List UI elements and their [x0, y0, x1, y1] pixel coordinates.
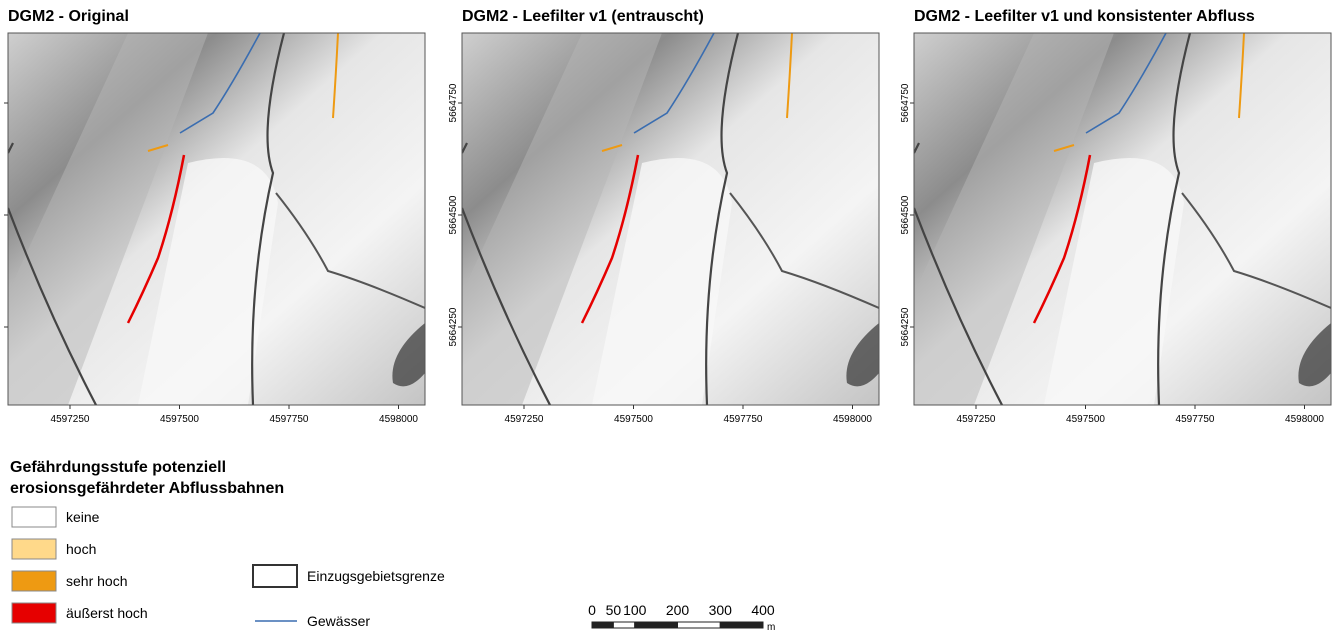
scale-label: 200 [666, 602, 690, 618]
flow-path-extreme [126, 154, 186, 324]
scale-label: 300 [709, 602, 733, 618]
class-swatch [11, 506, 57, 528]
y-tick-label: 5664750 [900, 83, 911, 122]
x-tick-label: 4597500 [614, 414, 653, 425]
y-tick-label: 5664750 [448, 83, 459, 122]
map-frame [461, 32, 880, 406]
scale-segment [612, 621, 636, 629]
x-tick-label: 4597250 [51, 414, 90, 425]
map: 4597250 4597500 4597750 4598000 [4, 32, 426, 425]
scale-segment [634, 621, 678, 629]
scale-label: 400 [751, 602, 775, 618]
x-tick-label: 4597500 [1066, 414, 1105, 425]
catchment-boundary [8, 33, 286, 405]
valley [914, 33, 1114, 405]
panel-title: DGM2 - Leefilter v1 und konsistenter Abf… [914, 8, 1255, 25]
class-swatch [11, 570, 57, 592]
legend-label: hoch [66, 541, 96, 557]
map: 4597250 4597500 4597750 4598000 5664750 56645… [900, 32, 1332, 425]
legend-label: Gewässer [307, 613, 370, 629]
catchment-boundary [914, 33, 1192, 405]
valley [8, 33, 208, 405]
stream [179, 33, 261, 134]
y-tick-label: 5664250 [900, 307, 911, 346]
map-frame [913, 32, 1332, 406]
road [1181, 192, 1331, 309]
map-content [914, 33, 1331, 405]
scale-label: 0 [588, 602, 596, 618]
stream [1085, 33, 1167, 134]
terrain-feature [1298, 323, 1331, 387]
legend-title: Gefährdungsstufe potenziell [10, 459, 226, 476]
ridge [1044, 158, 1184, 405]
terrain-feature [392, 323, 425, 387]
scale-segment [677, 621, 721, 629]
legend-label: Einzugsgebietsgrenze [307, 568, 445, 584]
legend-label: sehr hoch [66, 573, 127, 589]
x-tick-label: 4597250 [505, 414, 544, 425]
flow-path-high [1053, 33, 1245, 152]
ridge [138, 158, 278, 405]
scale-label: 100 [623, 602, 647, 618]
flow-path-high [147, 33, 339, 152]
panel-title: DGM2 - Original [8, 8, 129, 25]
road [275, 192, 425, 309]
x-tick-label: 4598000 [379, 414, 418, 425]
x-tick-label: 4597750 [270, 414, 309, 425]
scale-segment [591, 621, 614, 629]
x-tick-label: 4597750 [1176, 414, 1215, 425]
stream [633, 33, 715, 134]
boundary-swatch [252, 564, 298, 588]
class-swatch [11, 538, 57, 560]
valley [462, 33, 662, 405]
y-tick-label: 5664500 [900, 195, 911, 234]
scale-unit: m [767, 622, 775, 633]
ridge [592, 158, 732, 405]
y-tick-label: 5664250 [448, 307, 459, 346]
scalebar: 0 50 100 200 300 400 m [588, 602, 775, 633]
x-tick-label: 4598000 [1285, 414, 1324, 425]
class-swatch [11, 602, 57, 624]
x-tick-label: 4597500 [160, 414, 199, 425]
scale-segment [719, 621, 764, 629]
panel-title: DGM2 - Leefilter v1 (entrauscht) [462, 8, 704, 25]
map-frame [7, 32, 426, 406]
catchment-boundary [462, 33, 740, 405]
terrain-feature [846, 323, 879, 387]
flow-path-high [601, 33, 793, 152]
legend-label: äußerst hoch [66, 605, 148, 621]
flow-path-extreme [580, 154, 640, 324]
legend-label: keine [66, 509, 100, 525]
map-content [462, 33, 879, 405]
map-content [8, 33, 425, 405]
flow-path-extreme [1032, 154, 1092, 324]
x-tick-label: 4597750 [724, 414, 763, 425]
y-tick-label: 5664500 [448, 195, 459, 234]
road [729, 192, 879, 309]
legend-title: erosionsgefährdeter Abflussbahnen [10, 480, 284, 497]
scale-label: 50 [606, 602, 622, 618]
legend: Gefährdungsstufe potenziell erosionsgefä… [10, 459, 445, 629]
x-tick-label: 4598000 [833, 414, 872, 425]
x-tick-label: 4597250 [957, 414, 996, 425]
map: 4597250 4597500 4597750 4598000 5664750 56645… [448, 32, 880, 425]
